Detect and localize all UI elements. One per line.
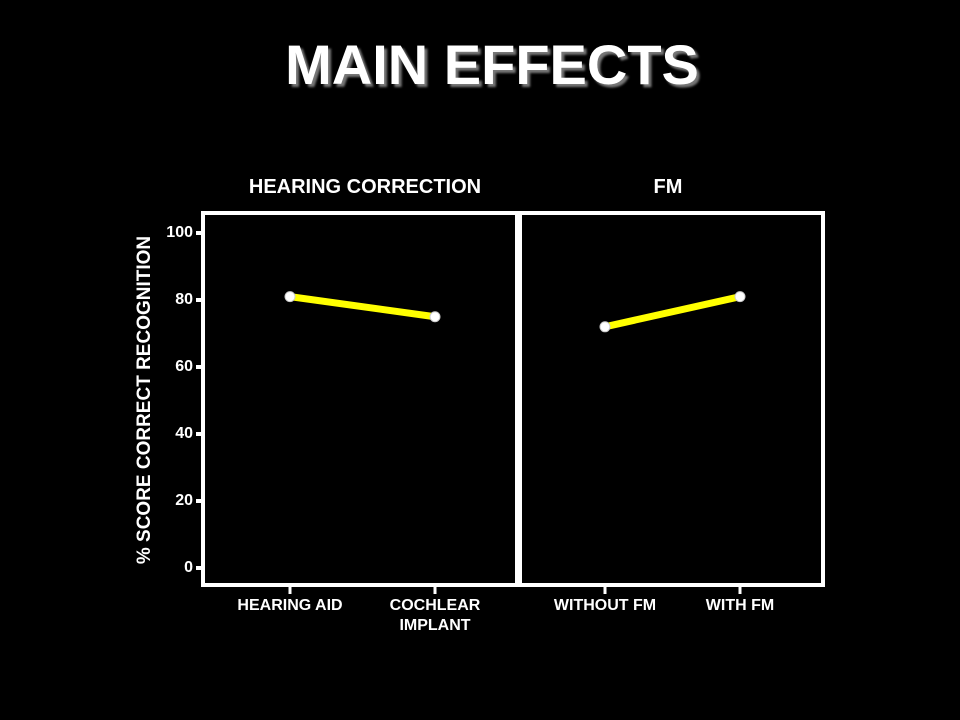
series-line	[604, 293, 741, 331]
x-tick-label: COCHLEAR IMPLANT	[389, 597, 481, 634]
y-tick-label: 40	[175, 425, 193, 442]
y-tick-label: 20	[175, 492, 193, 509]
x-tick-label: WITH FM	[705, 597, 775, 614]
panel-title: FM	[653, 176, 683, 198]
y-tick-label: 80	[175, 291, 193, 308]
y-tick-label: 0	[184, 559, 193, 576]
y-tick-label: 100	[166, 224, 193, 241]
panel-frame	[518, 211, 825, 587]
y-axis-title: % SCORE CORRECT RECOGNITION	[134, 236, 155, 564]
data-point	[284, 291, 296, 303]
data-point	[429, 311, 441, 323]
x-tick-label: WITHOUT FM	[553, 597, 657, 614]
data-point	[599, 321, 611, 333]
panel-title: HEARING CORRECTION	[248, 176, 482, 198]
y-tick-label: 60	[175, 358, 193, 375]
data-point	[734, 291, 746, 303]
slide-title: MAIN EFFECTS	[285, 33, 699, 96]
series-line	[289, 293, 436, 321]
panel-frame	[201, 211, 519, 587]
x-tick-label: HEARING AID	[237, 597, 343, 614]
